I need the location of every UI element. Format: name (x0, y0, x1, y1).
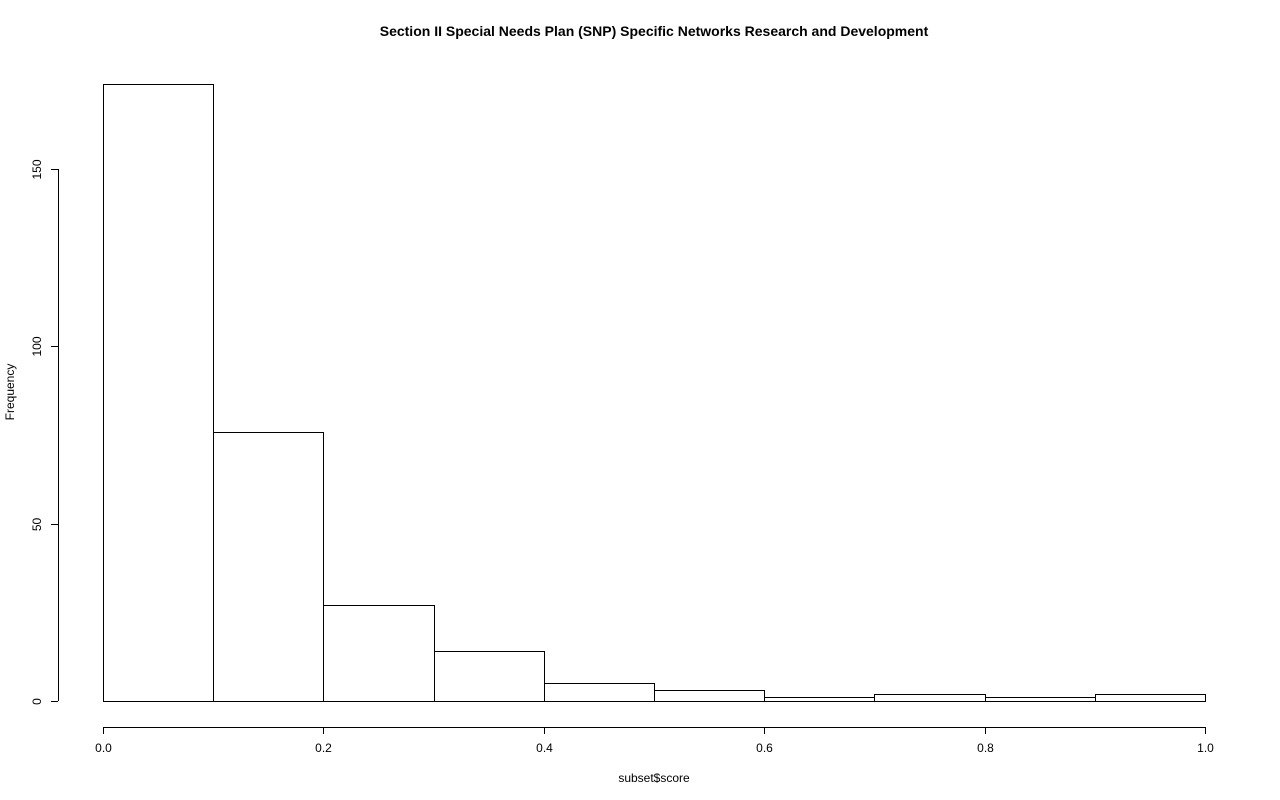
x-tick-label: 0.4 (536, 741, 553, 755)
y-tick-label: 100 (30, 336, 44, 356)
histogram-bar (874, 694, 986, 702)
histogram-bar (434, 651, 545, 702)
histogram-bar (544, 683, 655, 702)
histogram-bar (213, 432, 324, 702)
histogram-bar (654, 690, 765, 702)
x-axis: 0.0 0.2 0.4 0.6 0.8 1.0 (95, 727, 1214, 755)
histogram-bar (985, 697, 1096, 702)
y-axis-title: Frequency (3, 364, 17, 421)
chart-title: Section II Special Needs Plan (SNP) Spec… (380, 23, 929, 39)
x-tick-label: 0.2 (315, 741, 332, 755)
histogram-bar (1095, 694, 1206, 702)
x-axis-title: subset$score (618, 771, 690, 785)
x-tick-label: 1.0 (1197, 741, 1214, 755)
y-tick-label: 150 (30, 159, 44, 179)
y-tick-label: 0 (30, 698, 44, 705)
x-tick-label: 0.0 (95, 741, 112, 755)
histogram-bars (103, 84, 1206, 702)
y-tick-label: 50 (30, 518, 44, 532)
x-tick-label: 0.6 (756, 741, 773, 755)
histogram-bar (323, 605, 435, 702)
y-axis: 0 50 100 150 (30, 159, 59, 705)
histogram-bar (103, 84, 214, 702)
histogram-bar (764, 697, 875, 702)
x-tick-label: 0.8 (977, 741, 994, 755)
